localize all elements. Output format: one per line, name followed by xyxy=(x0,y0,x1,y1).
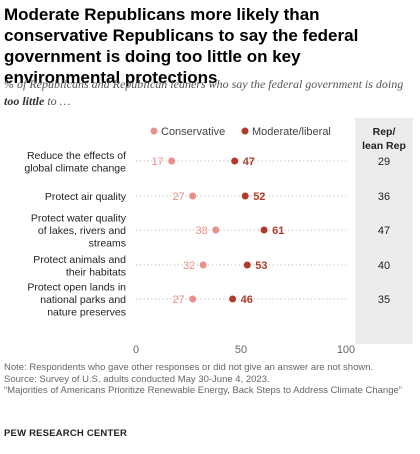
category-label: Protect water quality xyxy=(31,213,127,225)
conservative-value-label: 27 xyxy=(172,191,184,203)
x-axis: 0 50 100 xyxy=(133,344,355,356)
conservative-dot xyxy=(189,295,197,303)
legend-marker-moderate xyxy=(241,127,249,135)
moderate-liberal-dot xyxy=(241,192,249,200)
moderate-liberal-dot xyxy=(260,226,268,234)
rep-lean-rep-value: 40 xyxy=(378,260,390,272)
conservative-dot xyxy=(199,261,207,269)
side-column-bg xyxy=(355,118,413,344)
rep-lean-rep-value: 35 xyxy=(378,294,390,306)
x-tick-label: 100 xyxy=(337,344,355,356)
subtitle-text: % of Republicans and Republican leaners … xyxy=(4,77,404,91)
moderate-liberal-value-label: 53 xyxy=(255,260,267,272)
chart-row: Protect air quality 27 52 36 xyxy=(45,191,390,203)
conservative-value-label: 27 xyxy=(172,294,184,306)
conservative-value-label: 32 xyxy=(183,260,195,272)
source-line: Source: Survey of U.S. adults conducted … xyxy=(4,373,270,385)
category-label: Protect air quality xyxy=(45,191,127,203)
rep-lean-rep-value: 29 xyxy=(378,156,390,168)
category-label: their habitats xyxy=(66,266,126,278)
x-tick-label: 50 xyxy=(235,344,247,356)
note-line: Note: Respondents who gave other respons… xyxy=(4,362,374,373)
rep-lean-rep-value: 47 xyxy=(378,225,390,237)
category-label: Protect open lands in xyxy=(27,282,126,294)
category-label: Protect animals and xyxy=(33,254,126,266)
report-title-line: “Majorities of Americans Prioritize Rene… xyxy=(4,385,402,396)
moderate-liberal-value-label: 47 xyxy=(243,156,255,168)
dot-chart: Rep/lean Rep Conservative Moderate/liber… xyxy=(24,118,413,356)
subtitle-emphasis: too little xyxy=(4,94,45,108)
moderate-liberal-dot xyxy=(229,295,237,303)
source-organization: PEW RESEARCH CENTER xyxy=(4,428,128,439)
conservative-dot xyxy=(212,226,220,234)
chart-subtitle: % of Republicans and Republican leaners … xyxy=(4,76,416,110)
category-label: nature preserves xyxy=(47,307,126,319)
moderate-liberal-dot xyxy=(231,157,239,165)
side-header-line: Rep/ xyxy=(373,126,396,138)
conservative-value-label: 38 xyxy=(196,225,208,237)
subtitle-tail: to … xyxy=(44,94,71,108)
category-label: Reduce the effects of xyxy=(27,150,126,162)
moderate-liberal-value-label: 61 xyxy=(272,225,284,237)
legend-label-moderate: Moderate/liberal xyxy=(252,126,331,138)
rep-lean-rep-value: 36 xyxy=(378,191,390,203)
chart-title: Moderate Republicans more likely than co… xyxy=(4,5,359,87)
conservative-dot xyxy=(168,157,176,165)
category-label: global climate change xyxy=(24,162,126,174)
notes: Note: Respondents who gave other respons… xyxy=(4,362,416,397)
conservative-dot xyxy=(189,192,197,200)
side-header-line: lean Rep xyxy=(362,140,406,152)
legend-label-conservative: Conservative xyxy=(161,126,225,138)
category-label: of lakes, rivers and xyxy=(38,225,126,237)
side-column-header: Rep/lean Rep xyxy=(362,126,406,152)
legend-marker-conservative xyxy=(150,127,158,135)
moderate-liberal-value-label: 46 xyxy=(241,294,253,306)
conservative-value-label: 17 xyxy=(151,156,163,168)
category-label: streams xyxy=(89,238,126,250)
moderate-liberal-value-label: 52 xyxy=(253,191,265,203)
x-tick-label: 0 xyxy=(133,344,139,356)
category-label: national parks and xyxy=(40,294,126,306)
legend: Conservative Moderate/liberal xyxy=(150,126,331,138)
moderate-liberal-dot xyxy=(243,261,251,269)
